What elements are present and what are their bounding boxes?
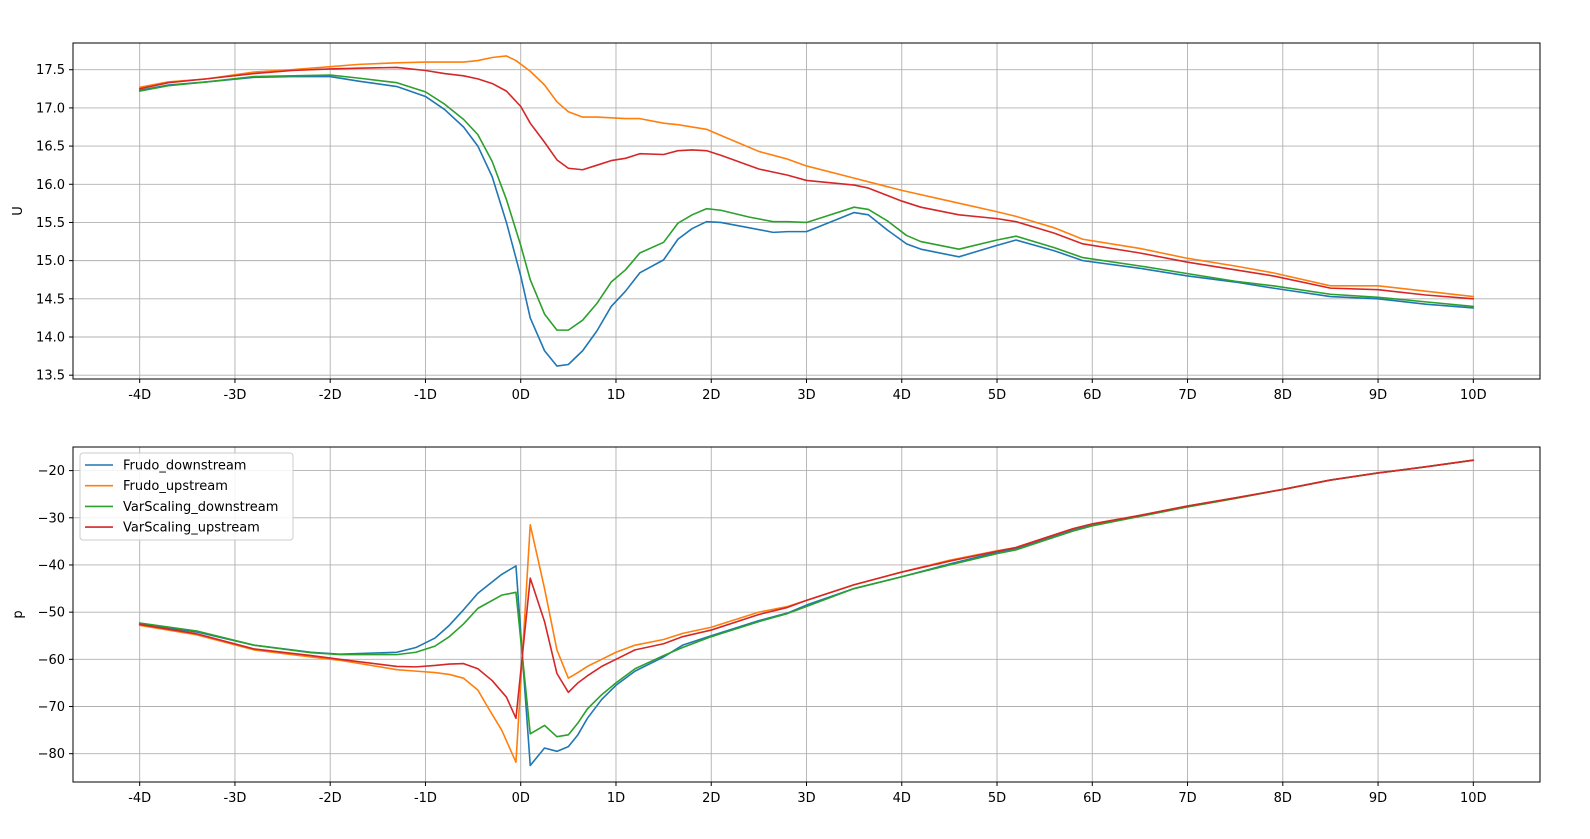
- series-line-varscaling-downstream: [138, 459, 1475, 738]
- series-line-frudo-downstream: [138, 75, 1475, 367]
- x-tick-label: 3D: [797, 791, 815, 806]
- x-tick-label: -2D: [319, 791, 342, 806]
- y-tick-label: 15.5: [36, 216, 65, 231]
- x-tick-label: 10D: [1460, 388, 1487, 403]
- y-tick-label: −60: [38, 653, 65, 668]
- x-tick-label: 6D: [1083, 388, 1101, 403]
- x-tick-label: 9D: [1369, 388, 1387, 403]
- series-line-varscaling-downstream: [138, 74, 1475, 331]
- y-tick-label: 15.0: [36, 254, 65, 269]
- ticks: -4D -3D -2D -1D 0D 1D 2D 3D 4D 5D 6D 7D 8D 9D 10D −80 −7…: [38, 464, 1487, 806]
- x-tick-label: 6D: [1083, 791, 1101, 806]
- x-tick-label: -1D: [414, 388, 437, 403]
- series-line-varscaling-upstream: [138, 459, 1475, 720]
- y-tick-label: −50: [38, 606, 65, 621]
- x-tick-label: -3D: [223, 791, 246, 806]
- grid: [73, 43, 1540, 379]
- x-tick-label: 10D: [1460, 791, 1487, 806]
- legend-label: VarScaling_downstream: [123, 500, 278, 515]
- pressure-p-chart: -4D -3D -2D -1D 0D 1D 2D 3D 4D 5D 6D 7D 8D 9D 10D −80 −7…: [11, 446, 1541, 806]
- y-tick-label: 17.5: [36, 63, 65, 78]
- series-line-varscaling-upstream: [138, 66, 1475, 300]
- x-tick-label: 7D: [1178, 791, 1196, 806]
- y-axis-label: U: [11, 206, 26, 216]
- x-tick-label: -2D: [319, 388, 342, 403]
- plot-frame: [72, 42, 1541, 380]
- y-tick-label: 14.0: [36, 331, 65, 346]
- series-lines: [138, 459, 1475, 767]
- x-tick-label: 2D: [702, 388, 720, 403]
- y-tick-label: −40: [38, 558, 65, 573]
- x-tick-label: 9D: [1369, 791, 1387, 806]
- y-tick-label: −80: [38, 747, 65, 762]
- plot-frame: [72, 446, 1541, 783]
- x-tick-label: 2D: [702, 791, 720, 806]
- x-tick-label: 7D: [1178, 388, 1196, 403]
- x-tick-label: -3D: [223, 388, 246, 403]
- x-tick-label: 5D: [988, 388, 1006, 403]
- series-line-frudo-upstream: [138, 55, 1475, 298]
- y-tick-label: 17.0: [36, 101, 65, 116]
- y-tick-label: 16.5: [36, 140, 65, 155]
- x-tick-label: 0D: [512, 388, 530, 403]
- x-tick-label: -4D: [128, 388, 151, 403]
- x-tick-label: 5D: [988, 791, 1006, 806]
- ticks: -4D -3D -2D -1D 0D 1D 2D 3D 4D 5D 6D 7D 8D 9D 10D 13.5 1…: [36, 63, 1487, 403]
- x-tick-label: 0D: [512, 791, 530, 806]
- x-tick-label: 1D: [607, 791, 625, 806]
- x-tick-label: -4D: [128, 791, 151, 806]
- x-tick-label: -1D: [414, 791, 437, 806]
- x-tick-label: 8D: [1274, 791, 1292, 806]
- legend-box: [79, 452, 294, 541]
- x-tick-label: 4D: [893, 791, 911, 806]
- y-tick-label: −70: [38, 700, 65, 715]
- legend-label: Frudo_upstream: [123, 479, 228, 494]
- x-tick-label: 3D: [797, 388, 815, 403]
- x-tick-label: 4D: [893, 388, 911, 403]
- legend-label: VarScaling_upstream: [123, 521, 260, 536]
- y-tick-label: 16.0: [36, 178, 65, 193]
- y-tick-label: 13.5: [36, 369, 65, 384]
- series-lines: [138, 55, 1475, 367]
- legend: Frudo_downstream Frudo_upstream VarScaling…: [79, 452, 294, 541]
- y-tick-label: −30: [38, 511, 65, 526]
- x-tick-label: 1D: [607, 388, 625, 403]
- x-tick-label: 8D: [1274, 388, 1292, 403]
- y-tick-label: 14.5: [36, 292, 65, 307]
- y-tick-label: −20: [38, 464, 65, 479]
- y-axis-label: p: [11, 610, 26, 618]
- legend-label: Frudo_downstream: [123, 459, 246, 474]
- velocity-u-chart: -4D -3D -2D -1D 0D 1D 2D 3D 4D 5D 6D 7D 8D 9D 10D 13.5 1…: [11, 42, 1541, 403]
